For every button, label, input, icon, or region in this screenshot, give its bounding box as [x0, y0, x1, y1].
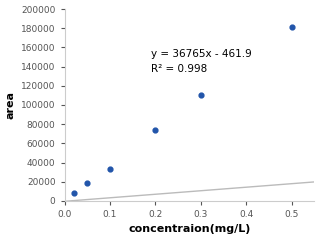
Y-axis label: area: area [5, 91, 16, 119]
Point [198, 93, 204, 97]
Text: R² = 0.998: R² = 0.998 [151, 64, 207, 74]
Point [71, 191, 76, 195]
Point [289, 25, 294, 29]
Point [85, 181, 90, 185]
X-axis label: concentraion(mg/L): concentraion(mg/L) [128, 224, 251, 234]
Point [108, 167, 113, 171]
Text: y = 36765x - 461.9: y = 36765x - 461.9 [151, 49, 252, 59]
Point [153, 128, 158, 132]
